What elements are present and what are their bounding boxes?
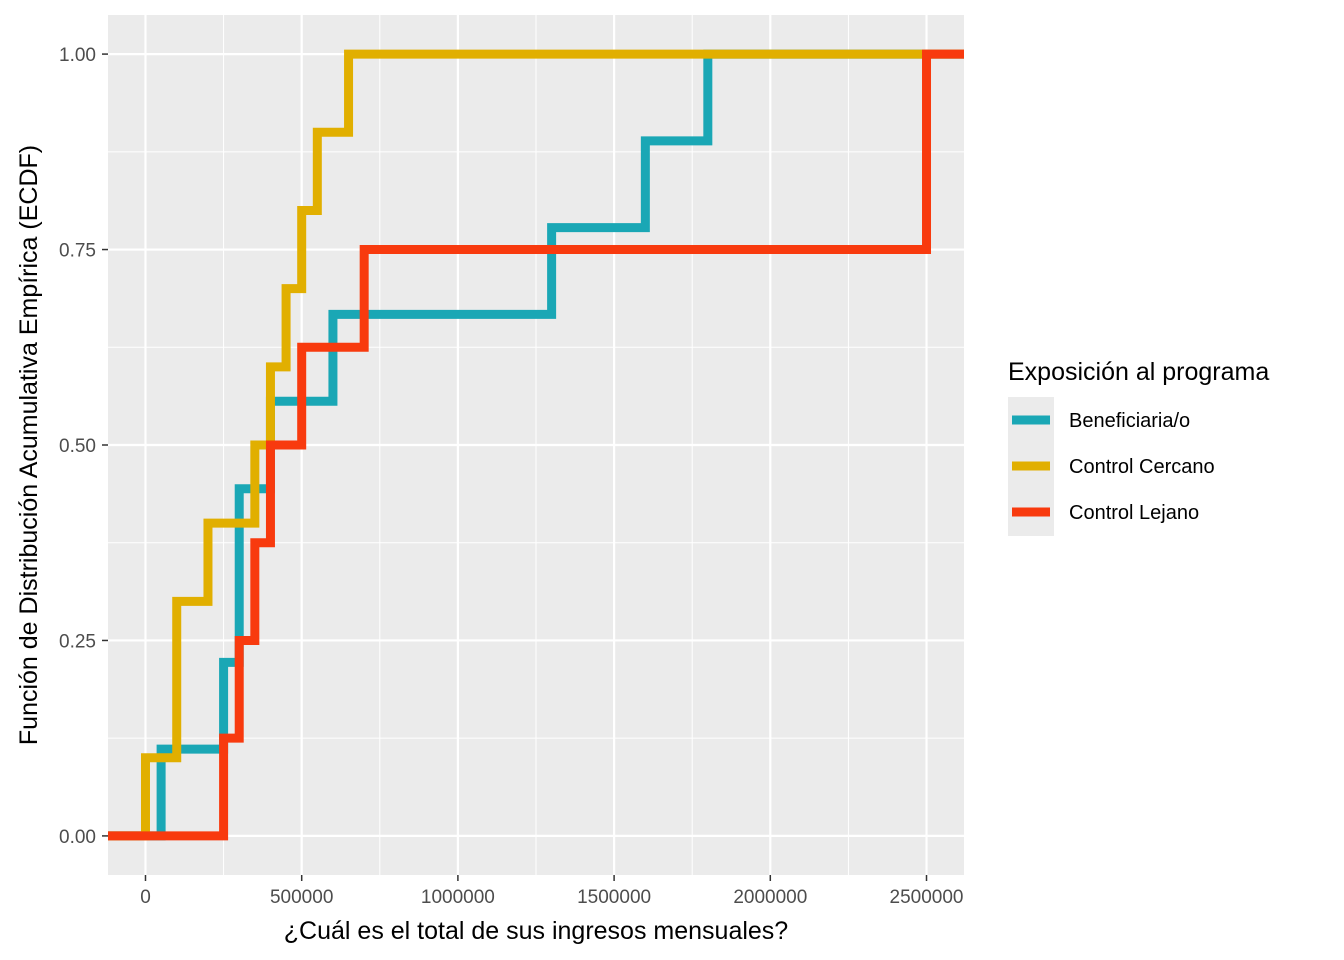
y-axis-title: Función de Distribución Acumulativa Empí… <box>15 145 43 745</box>
legend-label-2: Control Cercano <box>1069 456 1215 478</box>
legend-label-3: Control Lejano <box>1069 502 1199 524</box>
legend-label-1: Beneficiaria/o <box>1069 410 1190 432</box>
x-tick-label: 2000000 <box>733 887 807 908</box>
x-tick-label: 2500000 <box>890 887 964 908</box>
legend-title: Exposición al programa <box>1008 358 1269 386</box>
x-tick-label: 1500000 <box>577 887 651 908</box>
series-line-2 <box>108 49 964 841</box>
x-axis-title: ¿Cuál es el total de sus ingresos mensua… <box>284 917 788 945</box>
series-line-3 <box>108 49 964 841</box>
x-tick-label: 1000000 <box>421 887 495 908</box>
x-tick-label: 500000 <box>270 887 333 908</box>
x-tick-label: 0 <box>140 887 151 908</box>
legend: Exposición al programa Beneficiaria/o Con… <box>1008 358 1269 536</box>
y-tick-label: 0.75 <box>59 241 96 262</box>
x-axis: 0 500000 1000000 1500000 2000000 2500000 <box>140 875 963 908</box>
y-axis: 0.00 0.25 0.50 0.75 1.00 <box>59 45 108 848</box>
series-layer <box>108 49 964 841</box>
y-tick-label: 1.00 <box>59 45 96 66</box>
y-tick-label: 0.50 <box>59 436 96 457</box>
y-tick-label: 0.25 <box>59 631 96 652</box>
y-tick-label: 0.00 <box>59 827 96 848</box>
